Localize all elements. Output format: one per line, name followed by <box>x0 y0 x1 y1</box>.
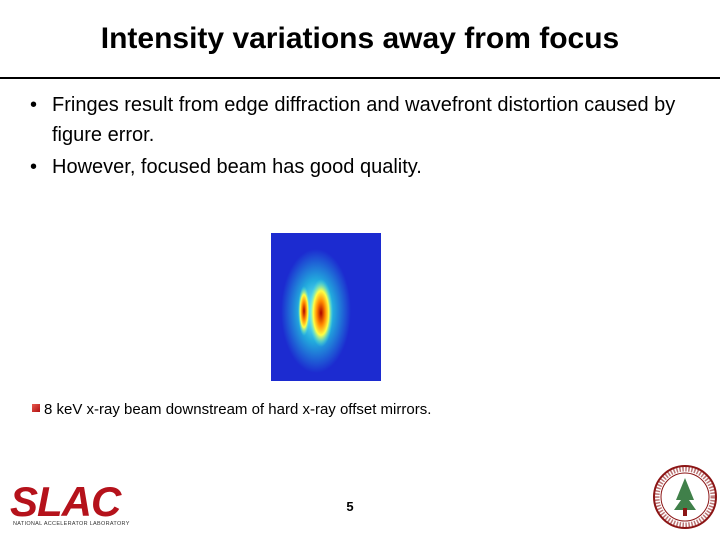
beam-image <box>271 233 381 381</box>
bullet: Fringes result from edge diffraction and… <box>30 90 712 150</box>
page-number: 5 <box>346 499 354 514</box>
logo-name: SLAC <box>10 478 121 525</box>
logo-subtitle: NATIONAL ACCELERATOR LABORATORY <box>13 521 130 527</box>
university-seal <box>653 465 717 529</box>
title-rule <box>0 77 720 79</box>
bullet: However, focused beam has good quality. <box>30 152 712 182</box>
figure-caption: 8 keV x-ray beam downstream of hard x-ra… <box>44 401 432 418</box>
caption-marker <box>32 404 40 412</box>
slide-title: Intensity variations away from focus <box>100 22 620 55</box>
